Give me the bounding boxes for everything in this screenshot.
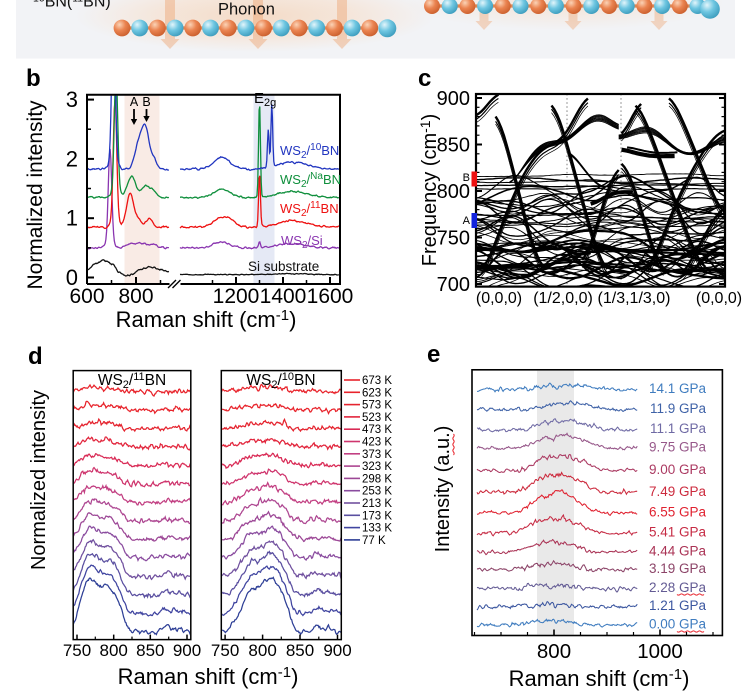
svg-text:WS2/11BN: WS2/11BN — [98, 371, 166, 391]
svg-text:173 K: 173 K — [362, 510, 392, 522]
svg-text:WS2/10BN: WS2/10BN — [246, 371, 315, 391]
svg-text:750: 750 — [437, 228, 470, 250]
svg-text:77 K: 77 K — [362, 535, 386, 547]
svg-text:423 K: 423 K — [362, 437, 392, 449]
svg-text:Raman shift (cm-1): Raman shift (cm-1) — [116, 307, 297, 332]
svg-text:Raman shift (cm-1): Raman shift (cm-1) — [509, 666, 690, 691]
svg-text:11.1 GPa: 11.1 GPa — [650, 421, 707, 436]
svg-text:Normalized intensity: Normalized intensity — [24, 100, 47, 290]
svg-text:4.44 GPa: 4.44 GPa — [649, 544, 707, 559]
svg-text:1.21 GPa: 1.21 GPa — [649, 598, 707, 613]
svg-text:1000: 1000 — [637, 640, 683, 663]
svg-text:Normalized intensity: Normalized intensity — [28, 390, 50, 570]
svg-text:623 K: 623 K — [362, 387, 392, 399]
svg-text:800: 800 — [118, 285, 153, 308]
svg-text:(1/2,0,0): (1/2,0,0) — [533, 290, 593, 307]
svg-text:523 K: 523 K — [362, 412, 392, 424]
svg-text:B: B — [142, 95, 150, 109]
svg-text:WS2/NaBN: WS2/NaBN — [280, 171, 341, 190]
svg-text:1: 1 — [66, 206, 78, 231]
svg-text:7.49 GPa: 7.49 GPa — [649, 484, 707, 499]
svg-text:b: b — [26, 65, 41, 92]
svg-text:B: B — [463, 172, 470, 184]
svg-text:0.00 GPa: 0.00 GPa — [649, 617, 707, 632]
svg-text:c: c — [418, 65, 431, 92]
svg-text:(1/3,1/3,0): (1/3,1/3,0) — [598, 290, 671, 307]
svg-text:Frequency (cm-1): Frequency (cm-1) — [417, 114, 441, 267]
svg-text:5.41 GPa: 5.41 GPa — [649, 525, 707, 540]
svg-text:Raman shift (cm-1): Raman shift (cm-1) — [118, 664, 299, 689]
svg-text:6.55 GPa: 6.55 GPa — [649, 505, 707, 520]
svg-text:750: 750 — [63, 641, 91, 660]
svg-text:A: A — [130, 95, 139, 109]
svg-text:11.9 GPa: 11.9 GPa — [650, 401, 707, 416]
svg-text:10BN(11BN): 10BN(11BN) — [33, 0, 111, 11]
svg-text:850: 850 — [136, 641, 164, 660]
svg-text:800: 800 — [537, 640, 571, 663]
svg-text:1400: 1400 — [260, 285, 307, 308]
svg-text:2: 2 — [66, 146, 78, 171]
svg-text:850: 850 — [286, 641, 314, 660]
svg-text:0: 0 — [66, 265, 78, 290]
svg-text:3: 3 — [66, 87, 78, 112]
svg-text:Si substrate: Si substrate — [248, 259, 319, 274]
svg-text:900: 900 — [437, 88, 470, 110]
svg-text:573 K: 573 K — [362, 400, 392, 412]
svg-text:750: 750 — [211, 641, 239, 660]
svg-text:WS2/10BN: WS2/10BN — [280, 142, 339, 161]
svg-text:800: 800 — [100, 641, 128, 660]
svg-text:673 K: 673 K — [362, 375, 392, 387]
svg-text:1200: 1200 — [213, 285, 260, 308]
svg-text:600: 600 — [69, 285, 104, 308]
svg-text:800: 800 — [248, 641, 276, 660]
svg-text:253 K: 253 K — [362, 486, 392, 498]
svg-text:2.28 GPa: 2.28 GPa — [649, 580, 707, 595]
svg-text:(0,0,0): (0,0,0) — [696, 290, 742, 307]
svg-text:Intensity (a.u.): Intensity (a.u.) — [432, 426, 454, 553]
svg-text:133 K: 133 K — [362, 523, 392, 535]
svg-text:14.1 GPa: 14.1 GPa — [649, 381, 707, 396]
svg-text:213 K: 213 K — [362, 498, 392, 510]
svg-text:WS2/11BN: WS2/11BN — [280, 200, 339, 219]
svg-text:1600: 1600 — [307, 285, 354, 308]
svg-text:298 K: 298 K — [362, 473, 392, 485]
svg-text:373 K: 373 K — [362, 449, 392, 461]
svg-text:323 K: 323 K — [362, 461, 392, 473]
svg-text:850: 850 — [437, 135, 470, 157]
svg-text:800: 800 — [437, 181, 470, 203]
svg-text:9.75 GPa: 9.75 GPa — [649, 439, 707, 454]
svg-text:A: A — [463, 215, 471, 227]
svg-text:d: d — [28, 343, 43, 370]
svg-text:700: 700 — [437, 274, 470, 296]
svg-text:e: e — [427, 341, 440, 368]
svg-text:WS2/Si: WS2/Si — [281, 233, 323, 251]
svg-text:473 K: 473 K — [362, 424, 392, 436]
svg-text:900: 900 — [323, 641, 351, 660]
svg-text:Phonon: Phonon — [218, 1, 275, 19]
svg-text:(0,0,0): (0,0,0) — [476, 290, 522, 307]
svg-text:900: 900 — [173, 641, 201, 660]
svg-text:3.19 GPa: 3.19 GPa — [649, 561, 707, 576]
svg-text:9.00 GPa: 9.00 GPa — [649, 462, 707, 477]
